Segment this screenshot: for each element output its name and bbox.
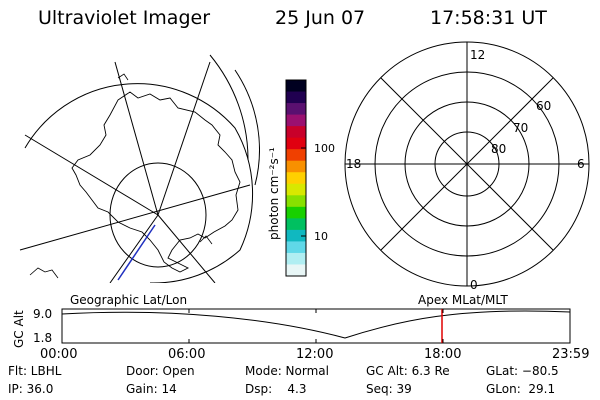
colorbar-swatch xyxy=(286,126,306,139)
geo-meridian-1 xyxy=(114,61,159,216)
geo-lat-inner xyxy=(109,162,207,268)
coastline-islands xyxy=(29,73,213,279)
colorbar-unit-label: photon cm⁻²s⁻¹ xyxy=(267,147,281,240)
colorbar-swatch xyxy=(286,114,306,127)
colorbar-tick-label: 10 xyxy=(314,230,328,243)
status-gain: Gain: 14 xyxy=(126,382,177,396)
geo-lat-arc-2 xyxy=(234,69,260,186)
timeline-xtick-1: 06:00 xyxy=(168,347,205,362)
polar-plot-label: Apex MLat/MLT xyxy=(418,293,508,307)
polar-diagonal-2 xyxy=(380,77,554,251)
colorbar-swatch xyxy=(286,183,306,196)
geo-meridian-3 xyxy=(19,184,251,251)
coastline xyxy=(71,91,241,273)
colorbar-tick-label: 100 xyxy=(314,142,335,155)
mlt-label-right: 6 xyxy=(577,157,585,171)
polar-labels: 12 0 18 6 60 70 80 xyxy=(346,48,585,292)
timeline-frame xyxy=(61,308,571,344)
geographic-map xyxy=(19,54,260,283)
colorbar-swatch xyxy=(286,160,306,173)
mlat-label-70: 70 xyxy=(513,121,528,135)
colorbar-swatch xyxy=(286,229,306,242)
colorbar-swatch xyxy=(286,264,306,277)
geo-meridian-5 xyxy=(157,214,216,283)
timeline-ymax: 9.0 xyxy=(33,307,52,321)
status-flt: Flt: LBHL xyxy=(8,364,62,378)
status-door: Door: Open xyxy=(126,364,195,378)
timeline-ymin: 1.8 xyxy=(33,331,52,345)
colorbar-swatch xyxy=(286,172,306,185)
geo-map-label: Geographic Lat/Lon xyxy=(70,293,187,307)
geo-blue-track xyxy=(117,224,156,281)
colorbar-swatch xyxy=(286,241,306,254)
status-dsp: Dsp: 4.3 xyxy=(245,382,307,396)
status-ip: IP: 36.0 xyxy=(8,382,54,396)
mlat-label-60: 60 xyxy=(536,99,551,113)
geo-meridian-2 xyxy=(157,61,211,216)
timeline-xtick-4: 23:59 xyxy=(552,347,589,362)
colorbar: 100 10 xyxy=(285,79,335,277)
timeline-xtick-3: 18:00 xyxy=(424,347,461,362)
colorbar-frame xyxy=(285,79,307,277)
geo-meridian-6 xyxy=(109,214,159,283)
instrument-title: Ultraviolet Imager xyxy=(38,7,211,29)
timeline-ylabel: GC Alt xyxy=(12,310,26,348)
colorbar-swatch xyxy=(286,218,306,231)
colorbar-swatch xyxy=(286,137,306,150)
mlt-label-left: 18 xyxy=(346,157,361,171)
colorbar-swatch xyxy=(286,149,306,162)
date-label: 25 Jun 07 xyxy=(275,7,366,29)
geo-lat-arc-3 xyxy=(209,54,249,161)
gc-alt-curve xyxy=(61,310,571,339)
timeline-panel: GC Alt 9.0 1.8 00:00 06:00 12:00 18:00 2… xyxy=(12,307,589,362)
colorbar-swatch xyxy=(286,206,306,219)
timeline-xtick-0: 00:00 xyxy=(40,347,77,362)
geo-meridian-4 xyxy=(24,134,159,216)
mlat-label-80: 80 xyxy=(491,142,506,156)
status-glat: GLat: −80.5 xyxy=(486,364,559,378)
timeline-ticks xyxy=(61,309,571,343)
mlt-label-top: 12 xyxy=(470,48,485,62)
status-gcalt: GC Alt: 6.3 Re xyxy=(366,364,450,378)
timeline-xtick-2: 12:00 xyxy=(296,347,333,362)
mlt-label-bottom: 0 xyxy=(470,278,478,292)
colorbar-swatch xyxy=(286,252,306,265)
time-label: 17:58:31 UT xyxy=(430,7,547,29)
status-mode: Mode: Normal xyxy=(245,364,329,378)
colorbar-swatch xyxy=(286,195,306,208)
colorbar-swatch xyxy=(286,91,306,104)
status-glon: GLon: 29.1 xyxy=(486,382,556,396)
colorbar-swatch xyxy=(286,80,306,93)
geo-lat-outer xyxy=(24,83,254,283)
status-seq: Seq: 39 xyxy=(366,382,412,396)
polar-plot xyxy=(344,41,590,287)
colorbar-swatch xyxy=(286,103,306,116)
